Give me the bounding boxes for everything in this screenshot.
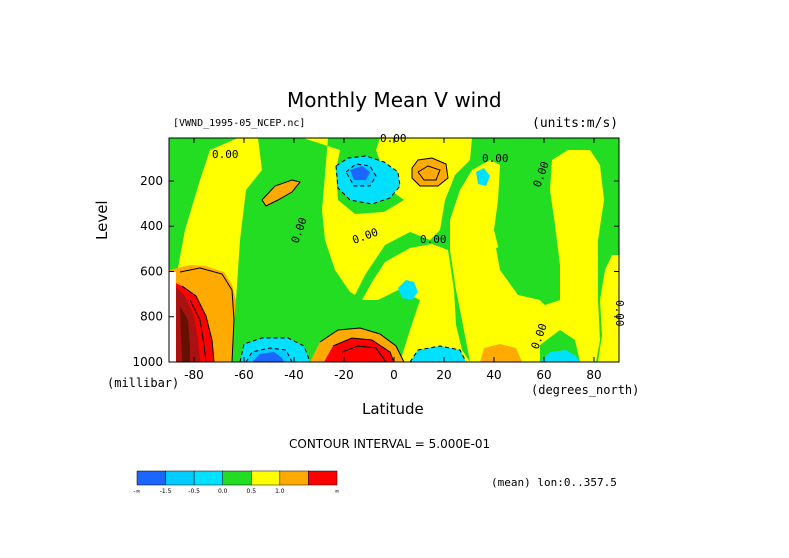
contour-region-negative bbox=[398, 280, 418, 300]
contour-line bbox=[332, 337, 395, 362]
contour-line bbox=[189, 299, 207, 362]
chart-title: Monthly Mean V wind bbox=[287, 88, 502, 112]
contour-region-positive bbox=[324, 338, 394, 362]
contour-label: 0.00 bbox=[420, 233, 447, 246]
y-tick-label: 400 bbox=[140, 219, 163, 233]
contour-line bbox=[411, 157, 449, 187]
contour-region-negative bbox=[476, 168, 490, 186]
colorbar-swatch bbox=[165, 470, 195, 486]
colorbar-tick-label: 1.0 bbox=[275, 488, 285, 495]
contour-interval-label: CONTOUR INTERVAL = 5.000E-01 bbox=[289, 437, 491, 451]
contour-region-negative bbox=[496, 240, 548, 300]
colorbar-tick-label: -∞ bbox=[133, 488, 140, 495]
stats-label: (mean) lon:0..357.5 bbox=[491, 476, 617, 489]
y-axis-label: Level bbox=[93, 200, 111, 240]
contour-region-negative bbox=[410, 346, 466, 362]
contour-line bbox=[261, 179, 301, 207]
x-tick-label: 80 bbox=[586, 368, 601, 382]
contour-label: 0.00 bbox=[212, 148, 239, 161]
x-tick-label: 40 bbox=[486, 368, 501, 382]
contour-region-positive bbox=[262, 180, 300, 206]
contour-region-positive bbox=[412, 158, 448, 186]
contour-line bbox=[341, 345, 387, 362]
contour-region-negative bbox=[252, 352, 284, 362]
contour-region-positive bbox=[362, 244, 470, 362]
contour-line bbox=[319, 327, 405, 362]
contour-fill-group bbox=[169, 138, 619, 362]
contour-line bbox=[417, 165, 441, 181]
x-axis-units: (degrees_north) bbox=[531, 383, 640, 397]
x-axis-label: Latitude bbox=[362, 400, 424, 418]
x-tick-label: -40 bbox=[284, 368, 304, 382]
x-tick-label: -80 bbox=[184, 368, 204, 382]
contour-region-positive bbox=[180, 306, 190, 362]
contour-region-negative bbox=[350, 166, 370, 180]
x-tick-label: 60 bbox=[536, 368, 551, 382]
contour-line bbox=[181, 285, 215, 362]
colorbar-tick-label: -0.5 bbox=[188, 488, 200, 495]
contour-line bbox=[179, 267, 235, 362]
y-tick-label: 800 bbox=[140, 310, 163, 324]
contour-region-positive bbox=[598, 255, 619, 362]
contour-line-negative bbox=[345, 163, 377, 187]
contour-region-positive bbox=[480, 344, 522, 362]
colorbar-swatch bbox=[279, 470, 309, 486]
y-tick-label: 600 bbox=[140, 264, 163, 278]
colorbar-swatch bbox=[193, 470, 223, 486]
contour-label: 0.00 bbox=[482, 152, 509, 165]
colorbar-swatch bbox=[222, 470, 252, 486]
x-tick-label: -20 bbox=[334, 368, 354, 382]
y-tick-label: 200 bbox=[140, 174, 163, 188]
x-tick-label: 20 bbox=[436, 368, 451, 382]
contour-region-negative bbox=[540, 350, 580, 362]
x-tick-label: 0 bbox=[390, 368, 398, 382]
y-tick-label: 1000 bbox=[132, 355, 163, 369]
colorbar-tick-label: 0.5 bbox=[247, 488, 257, 495]
units-label: (units:m/s) bbox=[532, 116, 619, 131]
dataset-label: [VWND_1995-05_NCEP.nc] bbox=[173, 118, 306, 129]
contour-line-negative bbox=[409, 345, 467, 362]
contour-line-negative bbox=[245, 347, 293, 362]
colorbar-tick-label: ∞ bbox=[335, 488, 340, 495]
contour-region-positive bbox=[450, 150, 604, 362]
colorbar-swatch bbox=[251, 470, 281, 486]
colorbar-tick-label: 0.0 bbox=[218, 488, 228, 495]
y-axis-units: (millibar) bbox=[107, 376, 180, 390]
contour-line-negative bbox=[239, 337, 311, 362]
colorbar-tick-label: -1.5 bbox=[160, 488, 172, 495]
colorbar-swatch bbox=[136, 470, 166, 486]
colorbar-swatch bbox=[308, 470, 338, 486]
x-tick-label: -60 bbox=[234, 368, 254, 382]
